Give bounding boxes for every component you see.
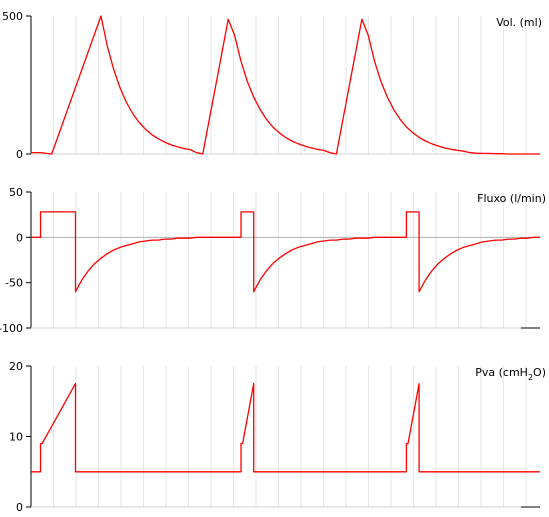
volume-chart-y-ticks: 0 500: [2, 10, 31, 161]
flow-y-tick-label-3: 50: [9, 186, 23, 199]
flow-series-line-0: [31, 211, 540, 293]
volume-chart-trace: [31, 15, 540, 155]
flow-chart-panel: -100 -50 0 50 Fluxo (l/min): [0, 186, 546, 335]
volume-series-line-0: [31, 15, 540, 155]
flow-chart-axes: [30, 192, 540, 329]
flow-chart-trace: [31, 211, 540, 293]
pressure-chart-panel: 0 10 20 Pva (cmH2O): [9, 360, 546, 514]
pressure-chart-grid: [53, 366, 527, 507]
flow-chart-grid: [53, 192, 527, 328]
pressure-y-tick-label-0: 0: [16, 501, 23, 514]
pressure-y-tick-label-2: 20: [9, 360, 23, 373]
pressure-y-tick-label-1: 10: [9, 431, 23, 444]
flow-series-label: Fluxo (l/min): [477, 192, 546, 205]
volume-y-tick-label-1: 500: [2, 10, 23, 23]
pressure-series-label: Pva (cmH2O): [475, 366, 546, 382]
volume-chart-grid: [53, 16, 527, 154]
flow-y-tick-label-2: 0: [16, 231, 23, 244]
volume-y-tick-label-0: 0: [16, 148, 23, 161]
pressure-series-line-0: [31, 382, 540, 473]
volume-chart-axes: [30, 16, 540, 155]
pressure-chart-y-ticks: 0 10 20: [9, 360, 31, 514]
flow-y-tick-label-0: -100: [0, 322, 23, 335]
volume-chart-panel: 0 500 Vol. (ml): [2, 10, 542, 161]
pressure-series-label-end: O): [533, 366, 546, 379]
flow-y-tick-label-1: -50: [5, 277, 23, 290]
pressure-chart-axes: [30, 366, 540, 508]
volume-series-label: Vol. (ml): [496, 16, 542, 29]
pressure-chart-trace: [31, 382, 540, 473]
pressure-series-label-subscript: 2: [528, 373, 533, 382]
flow-chart-y-ticks: -100 -50 0 50: [0, 186, 31, 335]
pressure-series-label-main: Pva (cmH: [475, 366, 528, 379]
